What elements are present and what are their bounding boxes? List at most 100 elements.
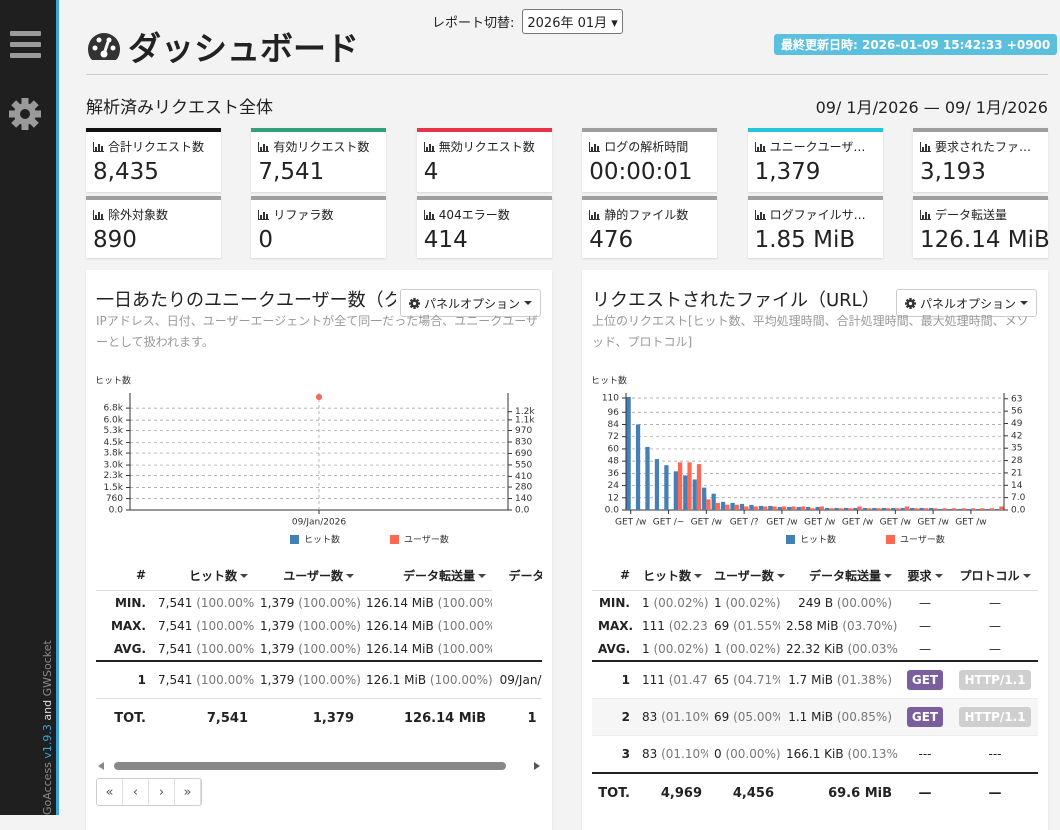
table-head: # ヒット数 ユーザー数 データ転送量 要求 プロトコル (592, 560, 1038, 591)
metric-label: 静的ファイル数 (589, 206, 710, 223)
table-body: MIN. 1 (00.02%) 1 (00.02%) 249 B (00.00%) — —… (592, 590, 1038, 662)
horizontal-scrollbar[interactable] (96, 760, 542, 772)
page-button[interactable]: › (149, 779, 175, 805)
header-row: # ヒット数 ユーザー数 データ転送量 データ (96, 560, 542, 591)
cell-percent: (00.03%) (847, 641, 898, 656)
metric-card: ログの解析時間 00:00:01 (582, 128, 718, 192)
data-table: # ヒット数 ユーザー数 データ転送量 要求 プロトコル MIN. 1 (00.02%) 1 (… (592, 560, 1038, 812)
bar (753, 506, 758, 510)
metric-label-text: 静的ファイル数 (604, 208, 689, 222)
bar (995, 508, 1000, 510)
panel-options-button[interactable]: パネルオプション (896, 289, 1037, 317)
y-tick-label: 5.3k (103, 426, 123, 436)
table-cell: — (919, 618, 931, 633)
table-cell: 7,541 (100.00%) (152, 590, 254, 614)
table-cell: 1 (00.02%) (636, 590, 708, 614)
column-header: # (135, 568, 146, 582)
table-cell: 1.7 MiB (01.38%) (780, 660, 898, 699)
table-cell: 126.14 MiB (100.00%) (360, 590, 492, 614)
panel-options-button[interactable]: パネルオプション (400, 289, 541, 317)
y2-tick-label: 410 (515, 472, 532, 482)
bar (800, 506, 806, 510)
y2-tick-label: 7.0 (1011, 493, 1026, 503)
bar (696, 464, 702, 510)
table-cell: AVG. (113, 641, 146, 656)
summary-row: MAX.111 (02.23%)69 (01.55%)2.58 MiB (03.… (592, 614, 1038, 637)
table-cell: 83 (01.10%) (636, 698, 708, 736)
x-tick-label: GET /w (917, 518, 948, 528)
table-cell: 7,541 (100.00%) (152, 660, 254, 699)
y-tick-label: 48 (608, 457, 620, 467)
bar (772, 506, 777, 510)
bar (895, 508, 900, 510)
column-header[interactable]: データ転送量 (780, 560, 898, 591)
column-header[interactable]: ヒット数 (636, 560, 708, 591)
cell-value: 1,379 (260, 618, 295, 633)
x-tick-label: GET /w (804, 518, 835, 528)
table-cell: — (989, 618, 1001, 633)
metric-label-text: ユニークユーザ… (769, 140, 866, 154)
badge: GET (906, 670, 944, 690)
table-cell: 3 (592, 735, 636, 773)
bar (720, 501, 726, 510)
chart-icon (423, 141, 435, 152)
bar (914, 508, 919, 510)
data-row[interactable]: 383 (01.10%)0 (00.00%)166.1 KiB (00.13%)… (592, 735, 1038, 773)
cell-percent: (00.13%) (847, 747, 898, 761)
y2-tick-label: 550 (515, 460, 532, 470)
chart-icon (920, 141, 931, 152)
panel: リクエストされたファイル（URL） パネルオプション 上位のリクエスト[ヒット数、平… (582, 270, 1048, 830)
x-tick-label: GET /w (615, 518, 646, 528)
bar (781, 506, 787, 510)
credit: GoAccess v1.9.3 and GWSocket (41, 639, 54, 815)
column-header[interactable]: ユーザー数 (254, 560, 360, 591)
y-tick-label: 72 (608, 432, 619, 442)
cell-percent: (05.00%) (733, 710, 780, 724)
metric-value: 7,541 (258, 159, 325, 185)
cell-percent: (01.38%) (836, 673, 892, 687)
bar (976, 508, 981, 510)
settings-icon[interactable] (9, 98, 41, 130)
column-header[interactable]: ヒット数 (152, 560, 254, 591)
cell-percent: (00.85%) (836, 710, 892, 724)
table-cell: --- (898, 735, 952, 773)
bar (763, 506, 768, 510)
table-cell: 1,379 (100.00%) (254, 614, 360, 637)
table-cell: 126.14 MiB (100.00%) (360, 614, 492, 637)
metric-value: 1,379 (754, 159, 821, 185)
column-header[interactable]: データ転送量 (360, 560, 492, 591)
column-header: # (619, 568, 630, 582)
table-cell: 7,541 (100.00%) (152, 637, 254, 661)
column-header[interactable]: プロトコル (952, 560, 1038, 591)
cell-value: 1.1 MiB (788, 710, 834, 724)
total-row: TOT. 4,969 4,456 69.6 MiB — — (592, 772, 1038, 812)
data-row[interactable]: 1 7,541 (100.00%) 1,379 (100.00%) 126.1 MiB… (96, 660, 542, 699)
table-foot: TOT. 7,541 1,379 126.14 MiB 1 (96, 698, 542, 737)
metric-label-text: 除外対象数 (108, 208, 169, 222)
page-button[interactable]: ‹ (123, 779, 149, 805)
bar (730, 502, 735, 510)
page-button[interactable]: » (175, 779, 201, 805)
column-header[interactable]: ユーザー数 (708, 560, 780, 591)
cell-percent: (100.00%) (429, 673, 492, 687)
total-row: TOT. 7,541 1,379 126.14 MiB 1 (96, 698, 542, 737)
cell-percent: (100.00%) (437, 595, 492, 610)
metric-label: データ転送量 (920, 206, 1041, 223)
page-button[interactable]: « (97, 779, 123, 805)
menu-icon[interactable] (10, 31, 41, 58)
panel-options-label: パネルオプション (423, 296, 520, 311)
table-cell: 1 (492, 698, 542, 737)
data-row[interactable]: 283 (01.10%)69 (05.00%)1.1 MiB (00.85%)G… (592, 698, 1038, 736)
column-header[interactable]: 要求 (898, 560, 952, 591)
metric-label: 除外対象数 (93, 206, 214, 223)
report-select[interactable]: 2026年 01月 ▾ (522, 9, 623, 34)
table-cell: 7,541 (152, 698, 254, 737)
cell-value: 1,379 (260, 595, 295, 610)
divider (86, 74, 1048, 75)
cell-percent: (100.00%) (196, 595, 254, 610)
column-header[interactable]: データ (492, 560, 542, 591)
bar (635, 424, 641, 510)
page-title: ダッシュボード (86, 22, 359, 70)
metric-value: 8,435 (93, 159, 159, 185)
